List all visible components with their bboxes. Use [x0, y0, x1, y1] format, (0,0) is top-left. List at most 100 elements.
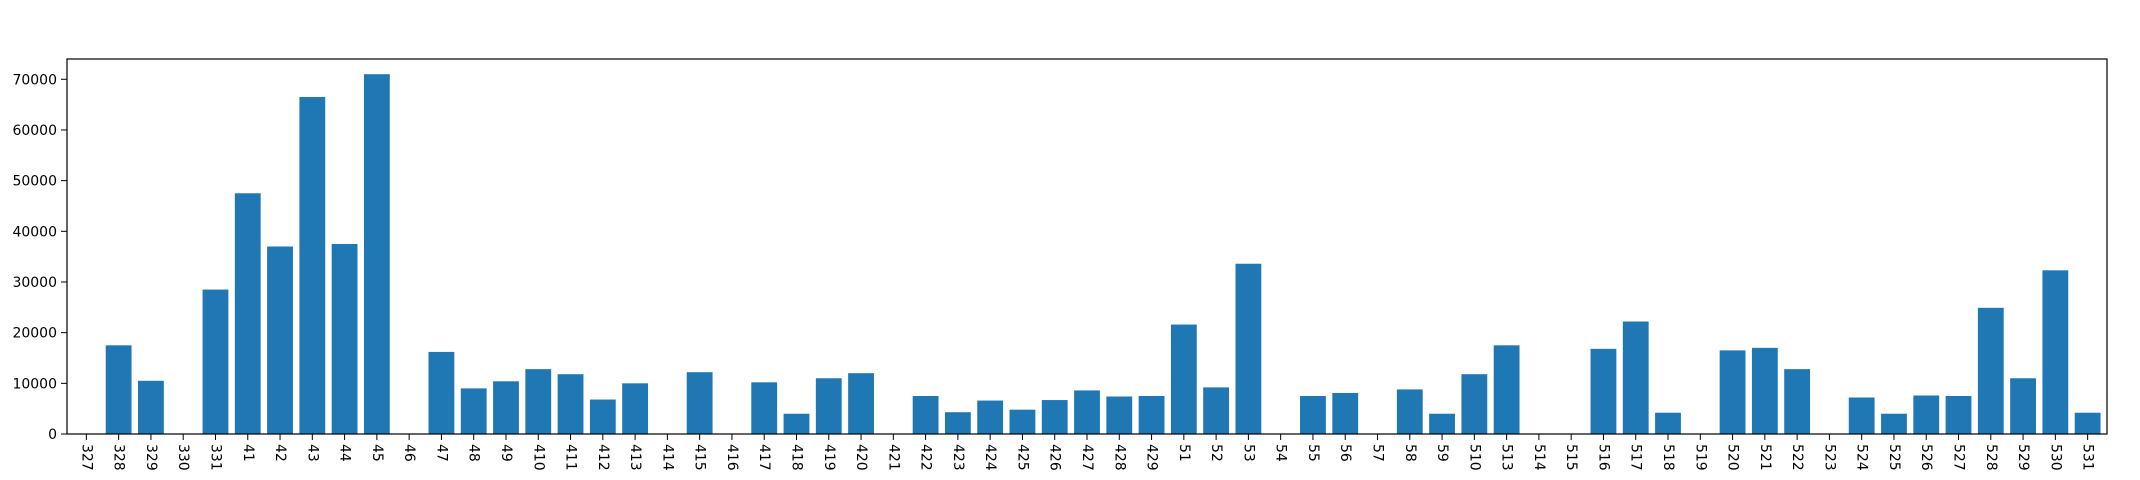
x-tick-label: 524	[1854, 444, 1870, 471]
x-tick-label: 327	[78, 444, 94, 471]
bar-513	[1493, 345, 1520, 434]
x-tick-label: 53	[1240, 444, 1256, 462]
bar-51	[1170, 324, 1197, 434]
x-tick-label: 515	[1563, 444, 1579, 471]
x-tick-label: 521	[1757, 444, 1773, 471]
y-tick-label: 0	[48, 427, 57, 443]
bar-531	[2074, 412, 2101, 434]
x-tick-label: 526	[1918, 444, 1934, 471]
x-tick-label: 528	[1983, 444, 1999, 471]
x-tick-label: 428	[1111, 444, 1127, 471]
x-tick-label: 425	[1014, 444, 1030, 471]
bar-44	[331, 243, 358, 434]
x-tick-label: 522	[1789, 444, 1805, 471]
bar-331	[202, 289, 229, 434]
x-tick-label: 414	[659, 444, 675, 471]
x-tick-label: 59	[1434, 444, 1450, 462]
x-tick-label: 58	[1402, 444, 1418, 462]
bar-59	[1429, 413, 1455, 434]
bar-328	[105, 345, 132, 434]
x-tick-label: 527	[1951, 444, 1967, 471]
bar-419	[815, 378, 842, 434]
x-tick-label: 520	[1725, 444, 1741, 471]
bar-522	[1784, 369, 1811, 434]
x-tick-label: 517	[1628, 444, 1644, 471]
bar-418	[783, 413, 810, 434]
bar-42	[267, 246, 293, 434]
bar-47	[428, 351, 455, 434]
x-tick-label: 426	[1047, 444, 1063, 471]
x-tick-label: 52	[1208, 444, 1224, 462]
y-tick-label: 70000	[12, 72, 57, 88]
x-tick-label: 427	[1079, 444, 1095, 471]
x-tick-label: 519	[1692, 444, 1708, 471]
bar-529	[2010, 378, 2036, 434]
x-tick-label: 51	[1176, 444, 1192, 462]
bar-53	[1235, 263, 1262, 434]
x-tick-label: 531	[2080, 444, 2096, 471]
x-tick-label: 330	[175, 444, 191, 471]
bar-527	[1945, 395, 1972, 434]
bar-521	[1751, 347, 1778, 434]
x-tick-label: 410	[530, 444, 546, 471]
bar-424	[977, 400, 1004, 434]
bar-410	[525, 369, 552, 434]
y-tick-label: 60000	[12, 123, 57, 139]
bar-52	[1203, 387, 1230, 434]
plot-frame	[66, 58, 2108, 435]
bar-413	[622, 383, 649, 434]
bar-516	[1590, 348, 1617, 434]
bar-55	[1300, 395, 1326, 434]
bar-329	[138, 380, 164, 434]
x-tick-label: 420	[853, 444, 869, 471]
x-tick-label: 415	[692, 444, 708, 471]
bar-429	[1138, 395, 1165, 434]
bar-517	[1622, 321, 1649, 434]
x-tick-label: 411	[563, 444, 579, 471]
y-tick-label: 20000	[12, 326, 57, 342]
x-tick-label: 44	[337, 444, 353, 462]
x-tick-label: 529	[2015, 444, 2031, 471]
x-tick-label: 329	[143, 444, 159, 471]
x-tick-label: 516	[1595, 444, 1611, 471]
x-tick-label: 424	[982, 444, 998, 471]
bar-45	[363, 74, 390, 434]
x-tick-label: 46	[401, 444, 417, 462]
bar-526	[1913, 395, 1940, 434]
x-tick-label: 331	[207, 444, 223, 471]
x-tick-label: 418	[788, 444, 804, 471]
bar-56	[1332, 392, 1359, 434]
x-tick-label: 429	[1144, 444, 1160, 471]
bar-528	[1977, 307, 2004, 434]
bar-415	[686, 372, 713, 434]
x-tick-label: 412	[595, 444, 611, 471]
x-tick-label: 513	[1499, 444, 1515, 471]
bar-524	[1848, 397, 1875, 434]
bar-427	[1074, 390, 1100, 434]
x-tick-label: 55	[1305, 444, 1321, 462]
x-tick-label: 523	[1821, 444, 1837, 471]
bars-layer	[105, 74, 2101, 434]
x-tick-label: 525	[1886, 444, 1902, 471]
bar-525	[1881, 413, 1907, 434]
x-tick-label: 54	[1273, 444, 1289, 462]
bar-520	[1719, 350, 1746, 434]
x-tick-label: 43	[304, 444, 320, 462]
bar-423	[944, 412, 971, 434]
y-axis: 0 10000 20000 30000 40000 50000 60000 70000	[12, 72, 67, 443]
bar-518	[1655, 412, 1681, 434]
bar-41	[234, 193, 261, 434]
y-tick-label: 50000	[12, 174, 57, 190]
bar-425	[1009, 409, 1036, 434]
x-tick-label: 423	[950, 444, 966, 471]
bar-58	[1396, 389, 1423, 434]
bar-48	[460, 388, 487, 434]
x-tick-label: 48	[466, 444, 482, 462]
bar-420	[848, 373, 874, 434]
bar-530	[2042, 270, 2069, 434]
y-tick-label: 40000	[12, 224, 57, 240]
bar-412	[589, 399, 616, 434]
x-tick-label: 514	[1531, 444, 1547, 471]
x-tick-label: 530	[2047, 444, 2063, 471]
bar-510	[1461, 374, 1488, 434]
